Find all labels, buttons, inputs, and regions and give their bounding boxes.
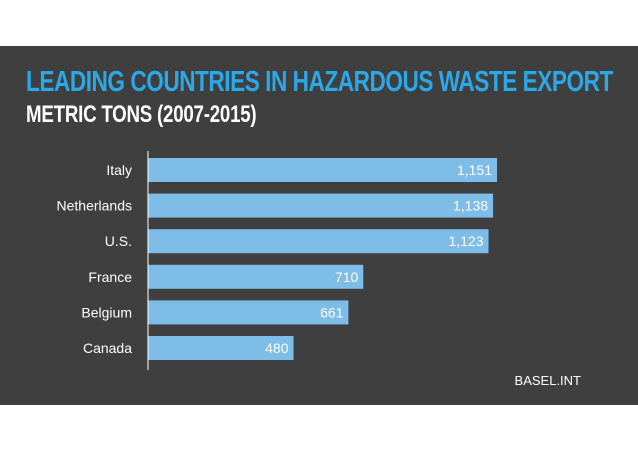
category-label: Netherlands xyxy=(57,198,133,214)
bar-canada xyxy=(148,336,294,360)
bar-u-s xyxy=(148,229,489,254)
source-label: BASEL.INT xyxy=(514,373,581,388)
bar-value-label: 1,151 xyxy=(457,162,492,178)
bar-france xyxy=(148,264,364,289)
bar-belgium xyxy=(148,300,349,325)
bar-value-label: 480 xyxy=(265,340,289,356)
bar-value-label: 661 xyxy=(320,304,344,320)
category-label: Italy xyxy=(106,162,132,178)
chart-title: Leading Countries in Hazardous Waste Exp… xyxy=(26,66,613,98)
category-label: France xyxy=(88,269,132,285)
bar-value-label: 1,123 xyxy=(448,233,483,249)
chart-panel xyxy=(0,46,638,405)
bar-value-label: 710 xyxy=(335,269,359,285)
bar-italy xyxy=(148,158,497,182)
chart-subtitle: Metric Tons (2007-2015) xyxy=(26,101,257,128)
bar-netherlands xyxy=(148,193,494,218)
category-label: Canada xyxy=(83,340,132,356)
category-label: U.S. xyxy=(105,233,132,249)
bar-value-label: 1,138 xyxy=(453,198,488,214)
bars-layer: 1,151 Italy 1,138 Netherlands 1,123 U.S. 710 Fr… xyxy=(57,158,497,360)
category-label: Belgium xyxy=(81,304,132,320)
